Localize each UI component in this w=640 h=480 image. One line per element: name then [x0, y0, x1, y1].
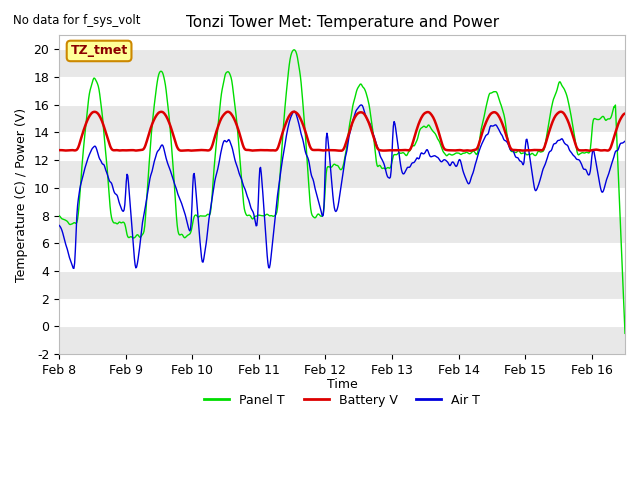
Battery V	[402, 147, 410, 153]
Text: TZ_tmet: TZ_tmet	[70, 45, 128, 58]
Air T	[55, 223, 63, 228]
Panel T	[433, 134, 441, 140]
Panel T	[621, 330, 629, 336]
Bar	[59, 105, 625, 132]
Battery V	[290, 109, 298, 115]
Bar	[59, 216, 625, 243]
Panel T	[122, 224, 129, 230]
X-axis label: Time: Time	[326, 378, 358, 391]
Panel T	[55, 213, 63, 218]
Panel T	[226, 71, 234, 76]
Panel T	[401, 152, 409, 157]
Bar	[59, 326, 625, 354]
Air T	[276, 176, 284, 182]
Text: No data for f_sys_volt: No data for f_sys_volt	[13, 14, 140, 27]
Air T	[122, 179, 130, 184]
Line: Panel T: Panel T	[59, 50, 625, 333]
Battery V	[621, 111, 629, 117]
Air T	[621, 138, 629, 144]
Legend: Panel T, Battery V, Air T: Panel T, Battery V, Air T	[199, 389, 485, 412]
Air T	[402, 167, 410, 173]
Air T	[255, 198, 262, 204]
Battery V	[275, 142, 283, 148]
Bar	[59, 49, 625, 77]
Battery V	[55, 147, 63, 153]
Y-axis label: Temperature (C) / Power (V): Temperature (C) / Power (V)	[15, 108, 28, 282]
Battery V	[254, 147, 262, 153]
Bar	[59, 271, 625, 299]
Line: Air T: Air T	[59, 105, 625, 268]
Panel T	[275, 187, 283, 193]
Air T	[70, 265, 77, 271]
Bar	[59, 160, 625, 188]
Panel T	[254, 213, 262, 218]
Line: Battery V: Battery V	[59, 112, 625, 151]
Battery V	[337, 148, 345, 154]
Air T	[227, 140, 234, 145]
Battery V	[434, 126, 442, 132]
Battery V	[226, 109, 234, 115]
Air T	[434, 155, 442, 160]
Panel T	[290, 47, 298, 53]
Air T	[358, 102, 365, 108]
Battery V	[122, 147, 129, 153]
Title: Tonzi Tower Met: Temperature and Power: Tonzi Tower Met: Temperature and Power	[186, 15, 499, 30]
